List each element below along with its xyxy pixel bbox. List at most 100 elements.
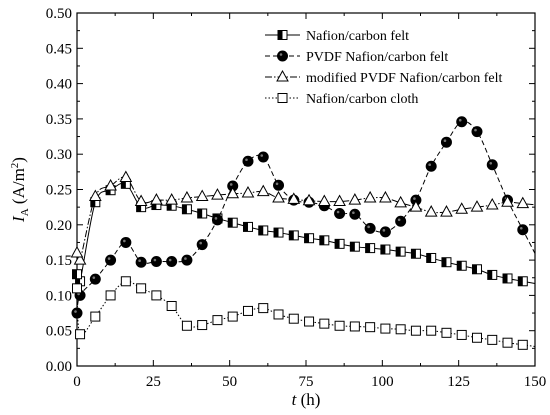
- data-point: [73, 253, 87, 265]
- data-point: [197, 320, 208, 331]
- data-point: [273, 309, 284, 320]
- data-point: [486, 159, 498, 171]
- marker-circle: [471, 126, 483, 138]
- marker-circle-highlight: [279, 53, 283, 56]
- data-point: [517, 276, 528, 287]
- data-point: [349, 241, 360, 252]
- marker-circle-highlight: [367, 225, 370, 229]
- marker-circle-highlight: [413, 197, 416, 200]
- data-point: [71, 307, 83, 319]
- marker-square-fill: [472, 264, 477, 274]
- data-point: [136, 283, 147, 294]
- data-point: [134, 194, 148, 207]
- data-point: [502, 273, 513, 284]
- marker-circle-highlight: [214, 217, 218, 220]
- legend-marker: [277, 30, 288, 40]
- y-tick-label: 0.15: [46, 253, 72, 269]
- marker-circle-highlight: [123, 239, 126, 243]
- data-point: [257, 151, 269, 163]
- data-point: [119, 170, 133, 182]
- marker-square-fill: [411, 249, 416, 259]
- marker-circle-highlight: [443, 139, 447, 142]
- data-point: [363, 190, 377, 203]
- data-point: [150, 193, 163, 205]
- marker-square-fill: [121, 179, 126, 189]
- data-point: [120, 276, 131, 287]
- marker-square-fill: [278, 30, 283, 40]
- data-point: [379, 190, 392, 203]
- marker-square-fill: [426, 253, 432, 263]
- data-point: [394, 195, 407, 208]
- plot-frame: 0 25 50 75 100 125 150 0.00 0.05 0.10 0.15 0.20 0.25…: [46, 6, 547, 390]
- data-point: [424, 205, 438, 217]
- marker-circle: [334, 208, 346, 220]
- marker-circle: [135, 256, 147, 268]
- marker-square-fill: [350, 242, 355, 252]
- marker-circle-highlight: [397, 218, 401, 222]
- marker-circle: [166, 256, 178, 268]
- y-tick-label: 0.25: [46, 183, 72, 199]
- data-point: [364, 222, 376, 234]
- marker-circle: [517, 224, 529, 236]
- data-point: [273, 227, 284, 238]
- y-axis-sup: 2: [9, 163, 21, 169]
- marker-circle: [181, 254, 193, 266]
- x-tick-label: 50: [222, 374, 237, 390]
- marker-circle: [440, 136, 452, 148]
- data-point: [166, 300, 177, 311]
- legend-entry: modified PVDF Nafion/carbon felt: [265, 69, 502, 86]
- data-point: [517, 224, 529, 236]
- marker-circle-highlight: [138, 259, 141, 263]
- marker-square-fill: [441, 257, 447, 267]
- data-point: [273, 179, 285, 191]
- data-point: [195, 189, 209, 202]
- marker-square-fill: [136, 202, 142, 212]
- data-point: [227, 180, 239, 192]
- marker-square-fill: [258, 225, 264, 235]
- data-point: [455, 202, 469, 214]
- marker-square-fill: [90, 197, 96, 207]
- y-axis-title: IA (A/m2): [9, 157, 31, 223]
- data-point: [304, 316, 315, 327]
- data-point: [151, 290, 162, 301]
- marker-circle: [395, 215, 407, 227]
- marker-circle: [120, 236, 132, 248]
- marker-circle: [379, 226, 391, 238]
- marker-square-fill: [75, 276, 81, 286]
- data-point: [425, 160, 437, 172]
- data-point: [441, 327, 452, 338]
- marker-circle-highlight: [153, 258, 157, 262]
- marker-square-fill: [518, 276, 523, 286]
- y-tick-label: 0.50: [46, 6, 72, 22]
- marker-square-fill: [503, 273, 508, 283]
- data-point: [196, 239, 208, 251]
- marker-square-fill: [167, 201, 172, 211]
- data-point: [440, 136, 452, 148]
- data-point: [72, 269, 82, 280]
- marker-circle: [425, 160, 437, 172]
- series-4: [72, 276, 536, 350]
- marker-circle-highlight: [184, 257, 187, 260]
- data-point: [256, 184, 270, 197]
- data-point: [516, 196, 530, 209]
- data-point: [395, 215, 407, 227]
- data-point: [380, 323, 391, 334]
- marker-circle-highlight: [74, 310, 77, 313]
- marker-square-fill: [487, 270, 493, 280]
- legend-marker: [276, 69, 289, 82]
- marker-circle-highlight: [92, 276, 96, 279]
- data-point: [181, 254, 193, 266]
- marker-circle-highlight: [107, 257, 111, 260]
- marker-circle: [277, 50, 288, 62]
- marker-square-fill: [457, 261, 462, 271]
- data-point: [227, 217, 238, 228]
- y-axis-unit-pre: (A/m: [9, 168, 28, 208]
- data-point: [348, 193, 362, 205]
- data-point: [409, 200, 423, 212]
- data-point: [211, 188, 224, 200]
- data-point: [349, 321, 360, 332]
- data-point: [380, 244, 391, 255]
- data-point: [165, 193, 178, 205]
- data-point: [334, 238, 345, 249]
